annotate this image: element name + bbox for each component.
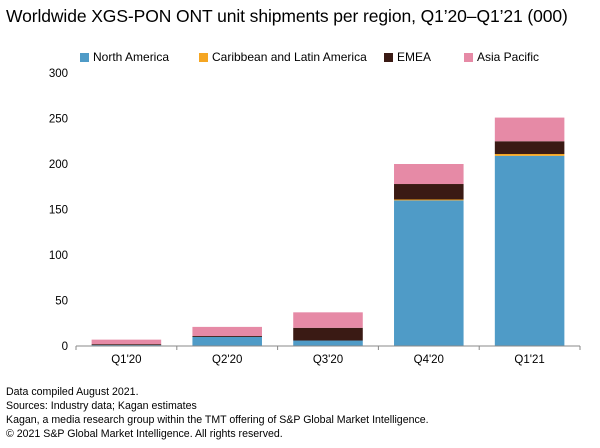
legend-label-emea: EMEA: [397, 50, 432, 64]
bar-segment-emea: [192, 335, 262, 337]
y-tick-label: 300: [49, 68, 68, 80]
x-tick-label: Q4'20: [414, 354, 444, 366]
legend-label-north-america: North America: [93, 50, 170, 64]
y-tick-label: 50: [55, 296, 68, 308]
legend-label-caribbean-latin-america: Caribbean and Latin America: [212, 50, 367, 64]
bar-segment-asia-pacific: [494, 117, 565, 142]
y-tick-label: 0: [62, 341, 68, 353]
footnote-copyright: © 2021 S&P Global Market Intelligence. A…: [6, 428, 283, 440]
legend-item-emea: EMEA: [384, 50, 431, 64]
y-tick-label: 200: [49, 159, 68, 171]
legend-swatch-emea: [384, 52, 393, 62]
bar-segment-emea: [394, 184, 464, 200]
bar-segment-emea: [293, 327, 363, 341]
footnote-date: Data compiled August 2021.: [6, 386, 139, 398]
chart-title: Worldwide XGS-PON ONT unit shipments per…: [6, 6, 568, 26]
bar-segment-north-america: [394, 200, 464, 346]
legend-item-caribbean-latin-america: Caribbean and Latin America: [199, 50, 367, 64]
bar-segment-emea: [91, 344, 162, 346]
x-tick-label: Q1'20: [111, 354, 141, 366]
bar-segment-caribbean-and-latin-america: [394, 199, 464, 201]
legend-item-north-america: North America: [80, 50, 169, 64]
y-tick-label: 250: [49, 114, 68, 126]
bar-segment-asia-pacific: [91, 339, 162, 345]
legend-swatch-asia-pacific: [464, 52, 473, 62]
x-tick-label: Q3'20: [313, 354, 343, 366]
legend-swatch-caribbean-latin-america: [199, 52, 208, 62]
bar-segment-caribbean-and-latin-america: [494, 153, 565, 156]
y-tick-label: 150: [49, 205, 68, 217]
x-tick-label: Q2'20: [212, 354, 242, 366]
bar-segment-north-america: [293, 340, 363, 346]
bar-segment-north-america: [192, 336, 262, 346]
legend-item-asia-pacific: Asia Pacific: [464, 50, 539, 64]
footnotes: Data compiled August 2021. Sources: Indu…: [6, 385, 429, 441]
bar-segment-asia-pacific: [394, 164, 464, 185]
bar-segment-north-america: [494, 155, 565, 346]
legend-swatch-north-america: [80, 52, 89, 62]
x-tick-label: Q1'21: [514, 354, 544, 366]
bar-segment-asia-pacific: [293, 312, 363, 328]
y-tick-label: 100: [49, 250, 68, 262]
footnote-sources: Sources: Industry data; Kagan estimates: [6, 400, 197, 412]
bar-segment-asia-pacific: [192, 326, 262, 336]
bar-segment-emea: [494, 141, 565, 154]
footnote-kagan: Kagan, a media research group within the…: [6, 414, 429, 426]
legend-label-asia-pacific: Asia Pacific: [477, 50, 540, 64]
